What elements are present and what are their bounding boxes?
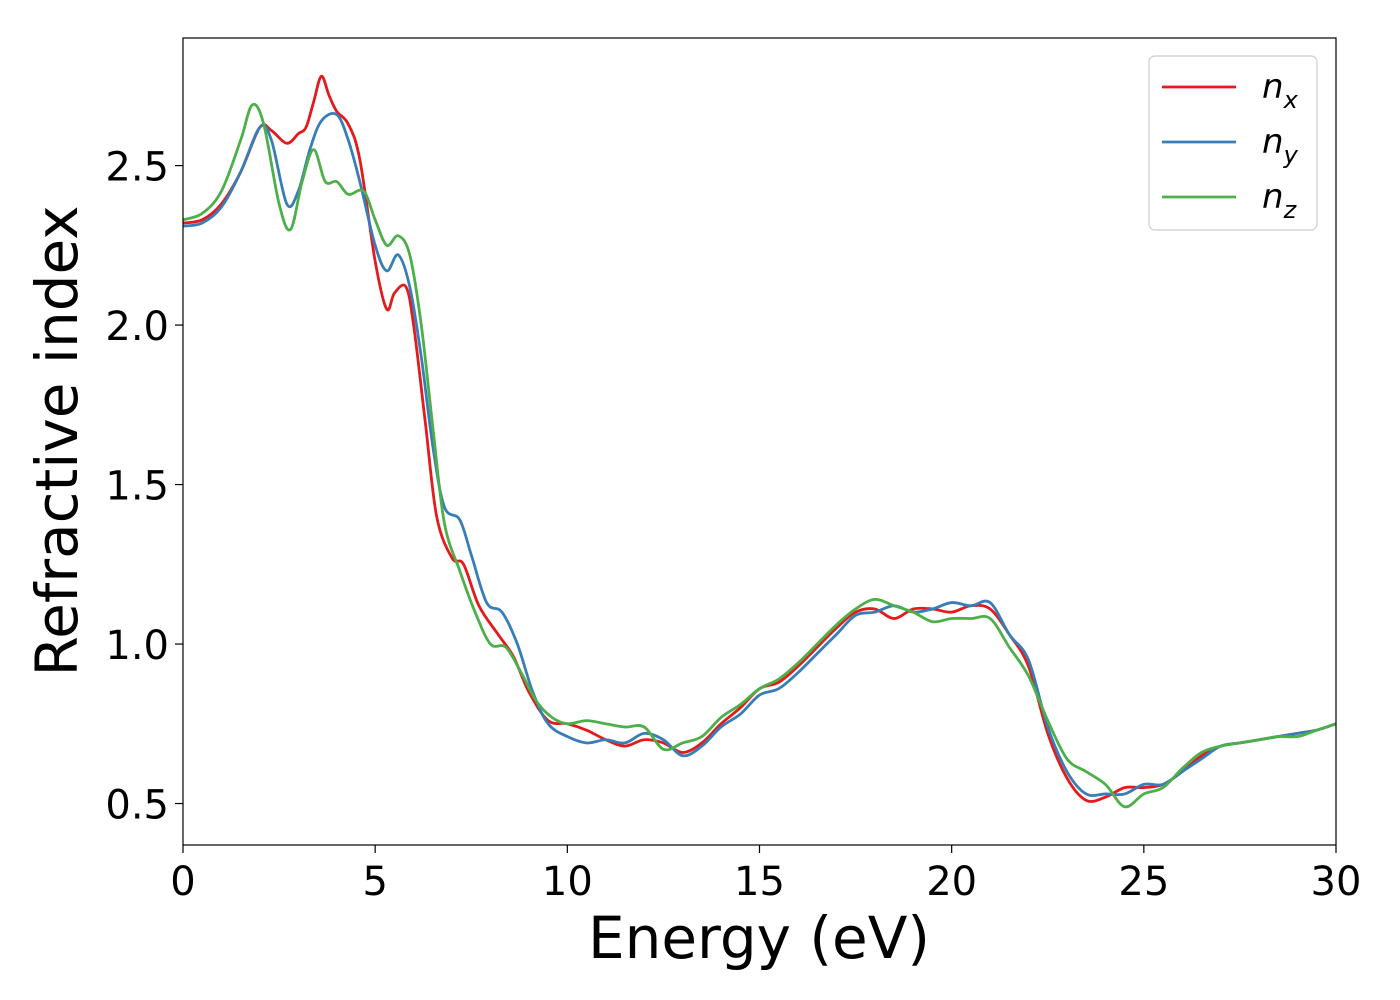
y-tick-label: 0.5 [105, 783, 169, 829]
series-line-nz [183, 102, 1336, 809]
axes: 0 5 10 15 20 25 30 0.5 1.0 1.5 2.0 2.5 [105, 37, 1362, 905]
x-tick-label: 15 [734, 859, 785, 905]
plot-area [183, 74, 1336, 809]
x-tick-label: 0 [170, 859, 195, 905]
series-line-ny [183, 111, 1336, 797]
x-tick-label: 25 [1118, 859, 1169, 905]
y-tick-label: 2.5 [105, 145, 169, 191]
y-tick-label: 1.0 [105, 623, 169, 669]
y-tick-label: 2.0 [105, 304, 169, 350]
x-tick-label: 20 [926, 859, 977, 905]
x-tick-label: 30 [1311, 859, 1362, 905]
x-axis-title: Energy (eV) [588, 904, 930, 972]
legend-label-nz: nz [1262, 177, 1298, 224]
y-axis-title: Refractive index [23, 205, 91, 676]
y-tick-label: 1.5 [105, 464, 169, 510]
x-tick-label: 5 [362, 859, 387, 905]
legend-label-nx: nx [1262, 67, 1299, 114]
legend: nx ny nz [1148, 55, 1318, 231]
legend-label-ny: ny [1262, 122, 1299, 169]
x-tick-label: 10 [542, 859, 593, 905]
